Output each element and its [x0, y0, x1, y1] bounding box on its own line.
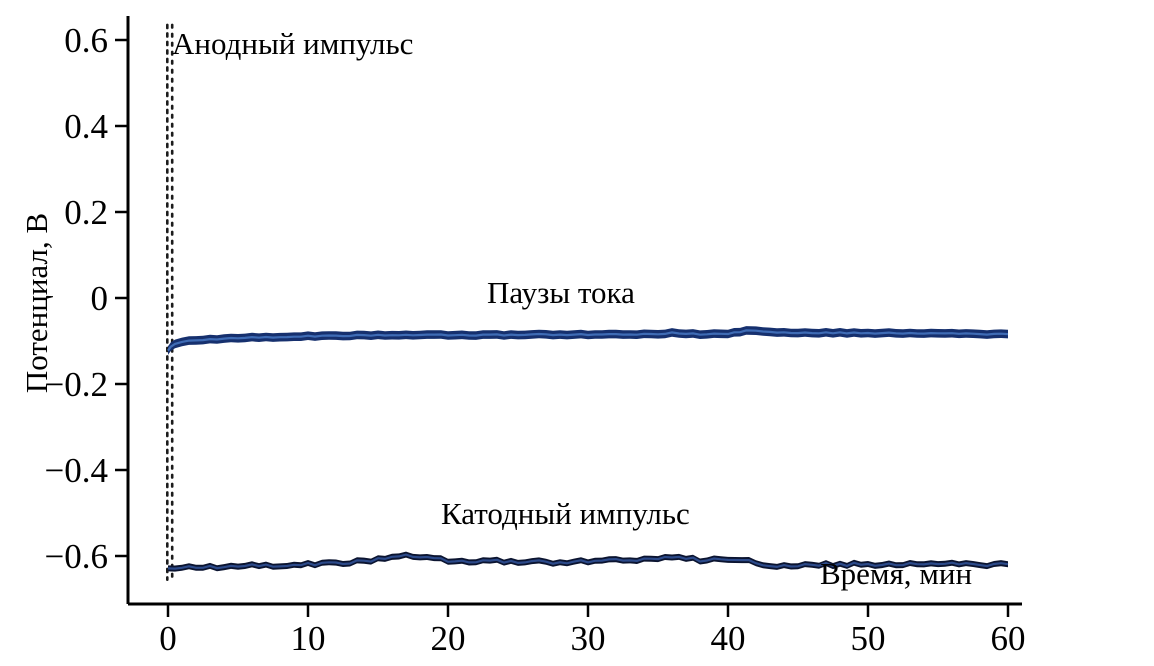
x-tick-label: 10: [291, 619, 326, 658]
series-cathodic-pulse-line: [167, 553, 1009, 570]
y-tick-label: 0.4: [64, 107, 108, 146]
x-tick-label: 60: [991, 619, 1026, 658]
x-tick-label: 30: [571, 619, 606, 658]
y-tick-label: −0.6: [45, 537, 109, 576]
annotation-anodic-pulse: Анодный импульс: [172, 26, 414, 61]
annotation-cathodic-pulse: Катодный импульс: [441, 496, 690, 531]
y-tick-label: −0.2: [45, 365, 109, 404]
x-axis-title: Время, мин: [820, 556, 973, 591]
annotation-current-pauses: Паузы тока: [487, 275, 635, 310]
y-axis-title: Потенциал, В: [19, 212, 54, 394]
series-pause-potential-band: [168, 326, 1008, 355]
x-tick-label: 40: [711, 619, 746, 658]
y-tick-label: 0.6: [64, 21, 108, 60]
series-pause-potential-line: [167, 329, 1009, 352]
y-tick-label: −0.4: [45, 451, 109, 490]
y-tick-label: 0.2: [64, 193, 108, 232]
x-tick-label: 50: [851, 619, 886, 658]
y-tick-label: 0: [91, 279, 109, 318]
x-tick-label: 20: [431, 619, 466, 658]
x-tick-label: 0: [159, 619, 177, 658]
